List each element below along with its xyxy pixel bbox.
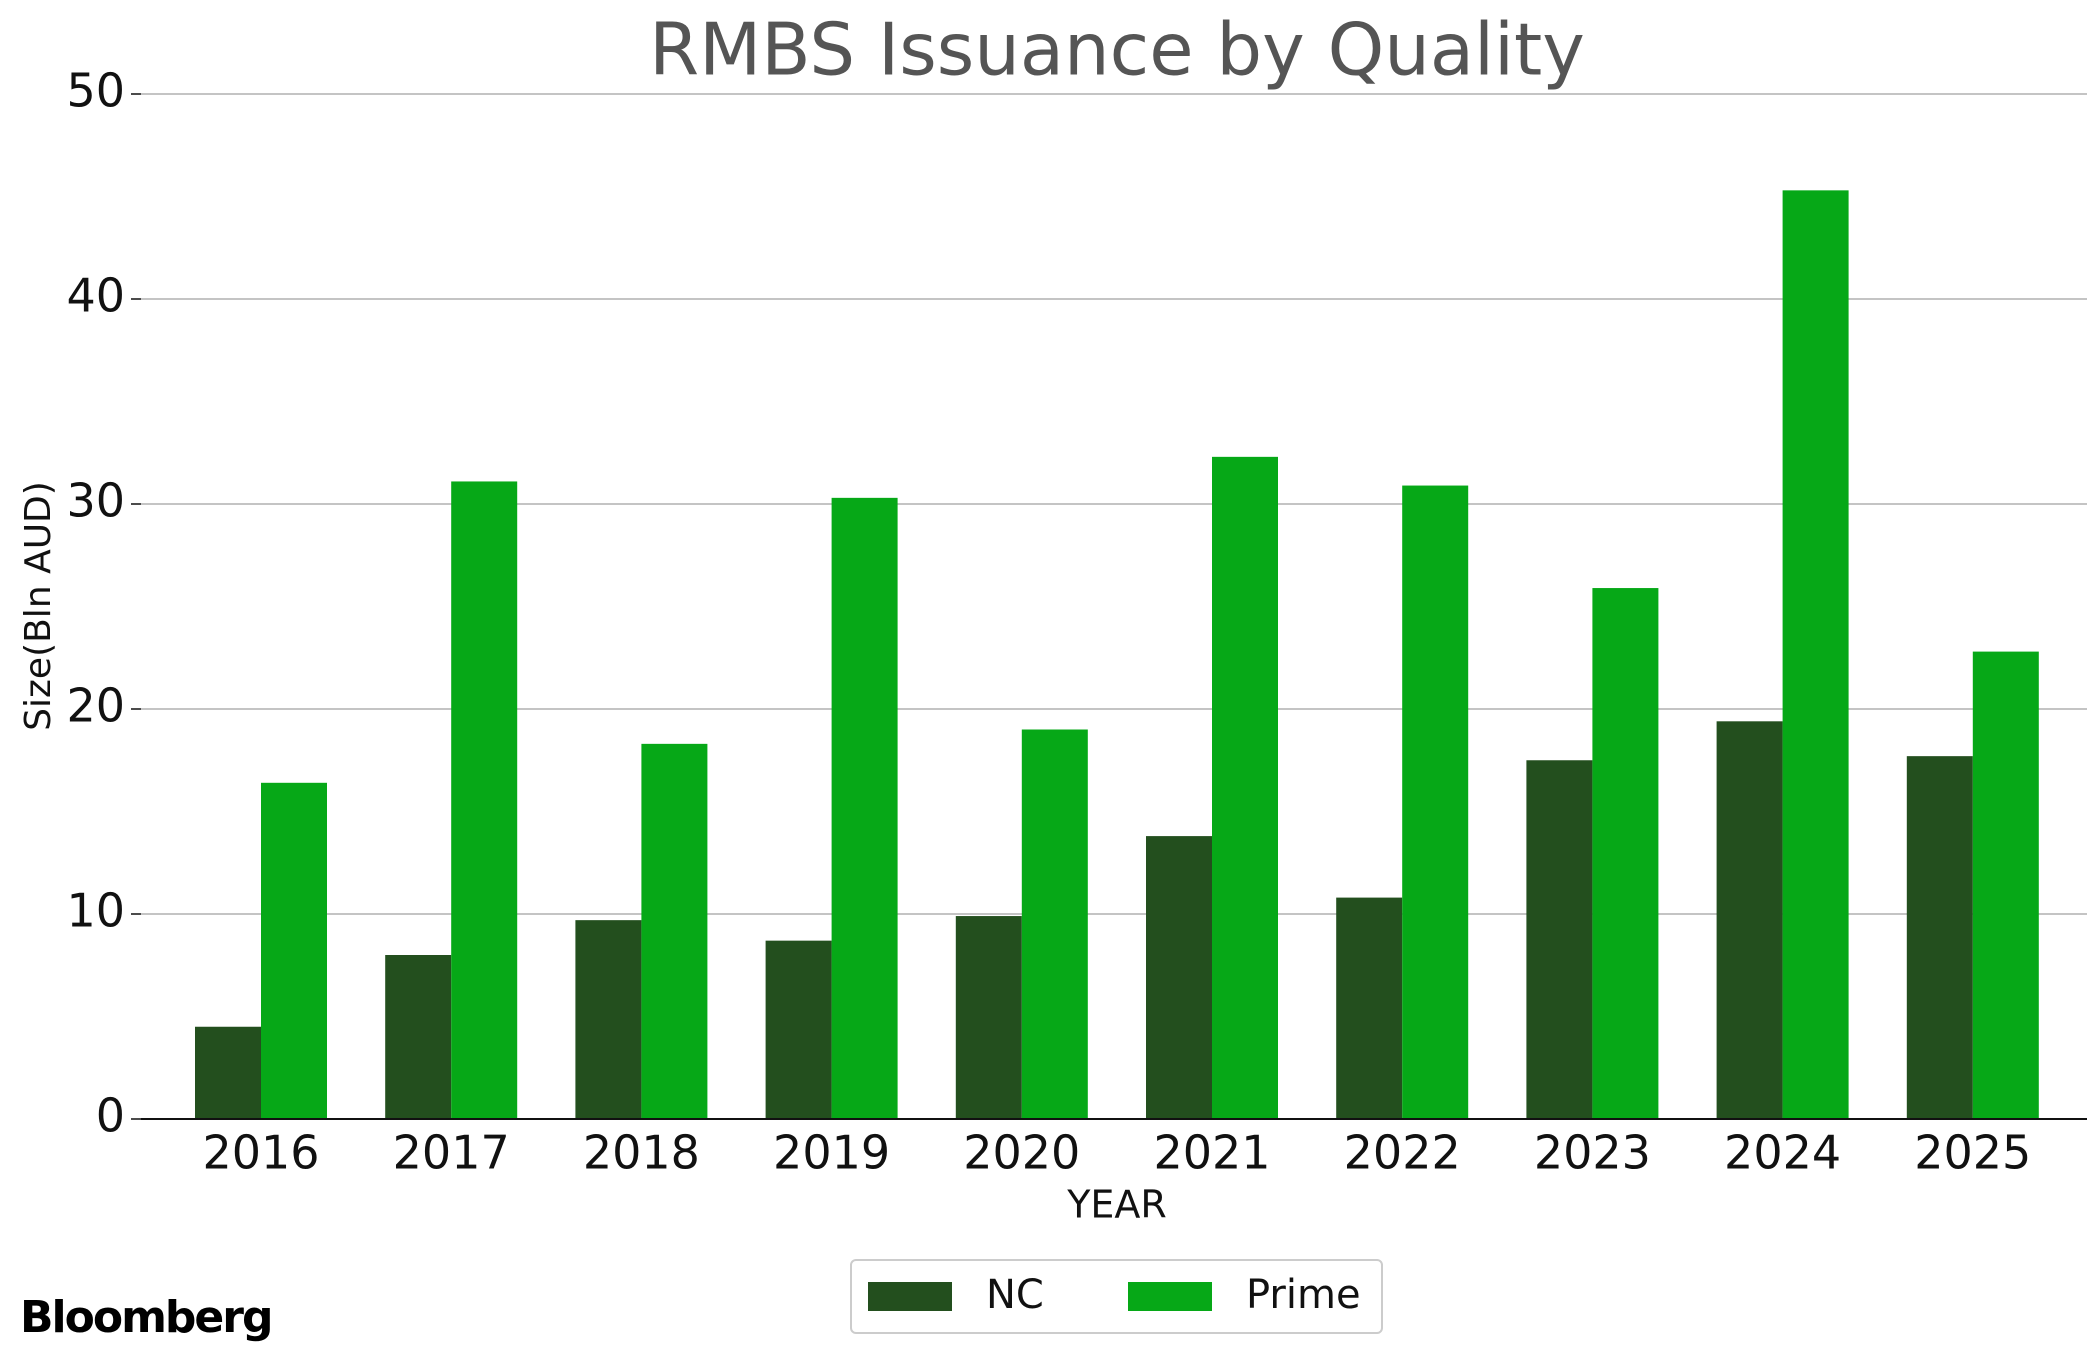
y-tick-label: 10 bbox=[66, 884, 125, 938]
x-tick-label: 2021 bbox=[1153, 1126, 1270, 1180]
y-tick-label: 20 bbox=[66, 679, 125, 733]
y-axis-label: Size(Bln AUD) bbox=[18, 481, 59, 731]
y-tick-label: 40 bbox=[66, 269, 125, 323]
x-tick-label: 2020 bbox=[963, 1126, 1080, 1180]
x-tick-label: 2025 bbox=[1914, 1126, 2031, 1180]
bar bbox=[641, 743, 708, 1119]
x-tick-label: 2016 bbox=[202, 1126, 319, 1180]
x-tick-label: 2018 bbox=[583, 1126, 700, 1180]
bar bbox=[1716, 721, 1783, 1119]
bar bbox=[1212, 456, 1278, 1120]
bar bbox=[575, 920, 642, 1119]
bar bbox=[1021, 729, 1088, 1119]
legend-box bbox=[850, 1259, 1383, 1334]
legend-label: Prime bbox=[1246, 1272, 1361, 1318]
x-tick-label: 2022 bbox=[1344, 1126, 1461, 1180]
legend-swatch bbox=[1128, 1282, 1212, 1311]
y-tick-label: 0 bbox=[96, 1089, 125, 1143]
bar bbox=[1526, 760, 1593, 1119]
bar bbox=[955, 916, 1022, 1119]
source-logo: Bloomberg bbox=[20, 1292, 271, 1343]
bar bbox=[195, 1026, 261, 1119]
y-tick-label: 30 bbox=[66, 474, 125, 528]
bar bbox=[1402, 485, 1469, 1119]
bar bbox=[1336, 897, 1403, 1119]
bar bbox=[765, 940, 832, 1119]
x-tick-label: 2019 bbox=[773, 1126, 890, 1180]
bar bbox=[261, 782, 327, 1119]
chart-title: RMBS Issuance by Quality bbox=[649, 8, 1585, 92]
bar bbox=[1592, 588, 1659, 1119]
x-tick-label: 2024 bbox=[1724, 1126, 1841, 1180]
bar bbox=[831, 497, 898, 1120]
bar bbox=[451, 481, 518, 1119]
legend-label: NC bbox=[986, 1272, 1044, 1318]
bar bbox=[1906, 756, 1973, 1119]
x-tick-label: 2017 bbox=[393, 1126, 510, 1180]
bar bbox=[1782, 190, 1849, 1120]
bar bbox=[1972, 651, 2039, 1119]
legend-swatch bbox=[868, 1282, 952, 1311]
x-axis-label: YEAR bbox=[1066, 1183, 1167, 1227]
bar bbox=[1146, 836, 1212, 1119]
bar bbox=[385, 955, 452, 1119]
y-tick-label: 50 bbox=[66, 64, 125, 118]
x-tick-label: 2023 bbox=[1534, 1126, 1651, 1180]
